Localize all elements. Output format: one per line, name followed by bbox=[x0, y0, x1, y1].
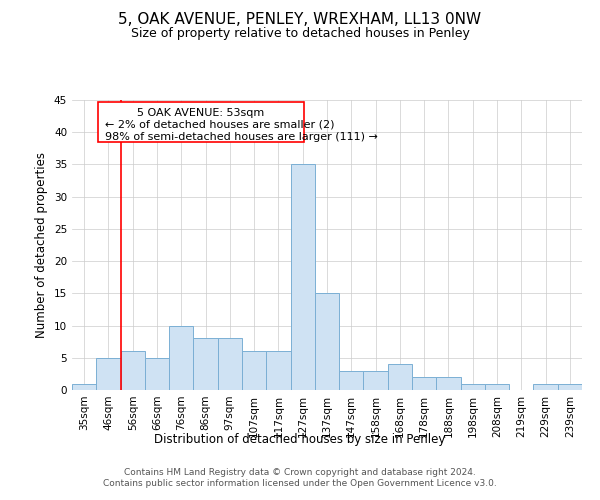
FancyBboxPatch shape bbox=[97, 102, 304, 142]
Text: Contains HM Land Registry data © Crown copyright and database right 2024.
Contai: Contains HM Land Registry data © Crown c… bbox=[103, 468, 497, 487]
Text: 98% of semi-detached houses are larger (111) →: 98% of semi-detached houses are larger (… bbox=[105, 132, 377, 141]
Text: 5 OAK AVENUE: 53sqm: 5 OAK AVENUE: 53sqm bbox=[137, 108, 265, 118]
Bar bbox=[169, 326, 193, 390]
Bar bbox=[461, 384, 485, 390]
Bar bbox=[218, 338, 242, 390]
Text: Size of property relative to detached houses in Penley: Size of property relative to detached ho… bbox=[131, 28, 469, 40]
Bar bbox=[121, 352, 145, 390]
Bar bbox=[436, 377, 461, 390]
Bar bbox=[485, 384, 509, 390]
Bar bbox=[193, 338, 218, 390]
Text: Distribution of detached houses by size in Penley: Distribution of detached houses by size … bbox=[154, 432, 446, 446]
Bar bbox=[533, 384, 558, 390]
Bar bbox=[242, 352, 266, 390]
Bar bbox=[72, 384, 96, 390]
Y-axis label: Number of detached properties: Number of detached properties bbox=[35, 152, 49, 338]
Bar bbox=[266, 352, 290, 390]
Bar bbox=[558, 384, 582, 390]
Bar bbox=[290, 164, 315, 390]
Bar bbox=[388, 364, 412, 390]
Text: 5, OAK AVENUE, PENLEY, WREXHAM, LL13 0NW: 5, OAK AVENUE, PENLEY, WREXHAM, LL13 0NW bbox=[118, 12, 482, 28]
Bar bbox=[145, 358, 169, 390]
Bar bbox=[412, 377, 436, 390]
Bar bbox=[315, 294, 339, 390]
Bar bbox=[96, 358, 121, 390]
Text: ← 2% of detached houses are smaller (2): ← 2% of detached houses are smaller (2) bbox=[105, 120, 334, 130]
Bar bbox=[339, 370, 364, 390]
Bar bbox=[364, 370, 388, 390]
